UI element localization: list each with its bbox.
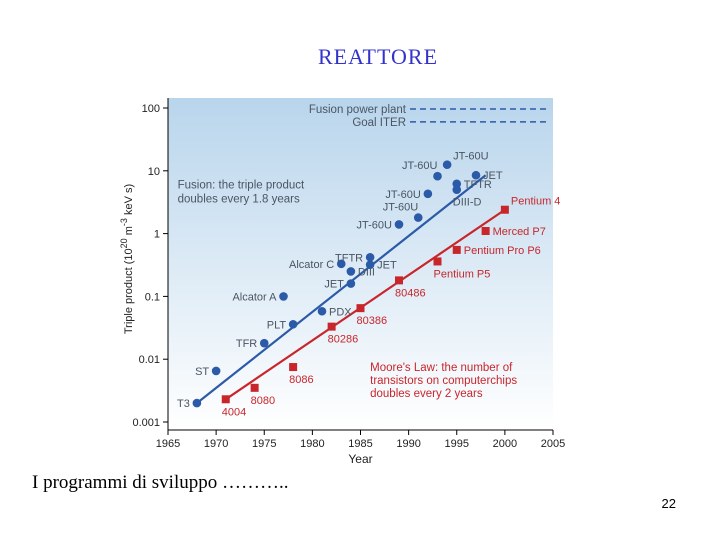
data-point: [413, 213, 423, 222]
point-label: PDX: [329, 306, 352, 318]
annotation-text: doubles every 2 years: [370, 388, 483, 400]
point-label: JT-60U: [453, 151, 489, 163]
annotation-text: Fusion: the triple product: [178, 180, 305, 192]
data-point: [250, 383, 259, 392]
x-tick-label: 1965: [156, 438, 180, 450]
point-label: JT-60U: [385, 189, 421, 201]
point-label: Alcator A: [232, 291, 277, 303]
x-tick-label: 2005: [541, 438, 565, 450]
x-tick-label: 1970: [204, 438, 228, 450]
point-label: JT-60U: [383, 202, 419, 214]
data-point: [317, 306, 327, 316]
data-point: [471, 170, 481, 180]
data-point: [452, 245, 461, 254]
point-label: Merced P7: [493, 226, 546, 238]
slide-title: REATTORE: [317, 44, 439, 69]
data-point: [211, 366, 221, 376]
x-tick-label: 1990: [396, 438, 420, 450]
reference-line-label: Fusion power plant: [309, 104, 407, 116]
point-label: DIII: [358, 266, 375, 278]
data-point: [289, 363, 298, 372]
data-point: [395, 276, 403, 285]
y-tick-label: 0.01: [139, 354, 160, 366]
y-axis-label: Triple product (1020 m-3 keV s): [119, 184, 135, 334]
data-point: [346, 279, 356, 288]
point-label: 80386: [357, 315, 388, 327]
reference-line-label: Goal ITER: [352, 117, 406, 129]
data-point: [259, 338, 269, 348]
point-label: Pentium 4: [511, 196, 561, 208]
data-point: [423, 189, 433, 199]
point-label: ST: [195, 366, 209, 378]
point-label: PLT: [267, 319, 287, 331]
data-point: [452, 185, 462, 195]
data-point: [336, 259, 346, 269]
page-number: 22: [661, 496, 676, 511]
data-point: [365, 252, 375, 262]
point-label: JT-60U: [402, 160, 438, 172]
annotation-text: transistors on computerchips: [370, 375, 517, 387]
point-label: JET: [483, 170, 503, 182]
data-point: [433, 171, 442, 181]
trend-line: [196, 174, 487, 404]
data-point: [346, 267, 356, 276]
data-point: [288, 319, 298, 329]
y-tick-label: 10: [148, 166, 160, 178]
y-tick-label: 0.001: [132, 417, 160, 429]
point-label: TFR: [236, 338, 257, 350]
x-tick-label: 1975: [252, 438, 276, 450]
point-label: Pentium P5: [434, 268, 491, 280]
point-label: Pentium Pro P6: [464, 245, 541, 257]
point-label: JET: [324, 279, 344, 291]
data-point: [394, 220, 404, 229]
x-tick-label: 1985: [348, 438, 372, 450]
point-label: 8086: [289, 374, 313, 386]
data-point: [500, 205, 509, 214]
data-point: [327, 322, 336, 331]
point-label: TFTR: [335, 252, 363, 264]
annotation-text: Moore's Law: the number of: [370, 362, 513, 374]
x-tick-label: 2000: [493, 438, 517, 450]
data-point: [433, 257, 442, 266]
point-label: 4004: [222, 406, 246, 418]
data-point: [221, 395, 230, 404]
data-point: [442, 160, 452, 170]
data-point: [356, 304, 365, 313]
data-point: [192, 398, 202, 408]
data-point: [279, 292, 288, 301]
y-tick-label: 0.1: [145, 291, 160, 303]
caption: I programmi di sviluppo ………..: [32, 472, 289, 493]
trend-line: [225, 208, 506, 401]
point-label: 80286: [328, 334, 359, 346]
data-point: [481, 227, 490, 236]
y-tick-label: 1: [154, 229, 160, 241]
point-label: JT-60U: [357, 219, 393, 231]
annotation-text: doubles every 1.8 years: [178, 194, 300, 206]
x-tick-label: 1995: [445, 438, 469, 450]
point-label: JET: [377, 260, 397, 272]
point-label: Alcator C: [289, 259, 334, 271]
point-label: 80486: [395, 287, 426, 299]
point-label: DIII-D: [453, 197, 482, 209]
data-point: [365, 260, 375, 269]
y-tick-label: 100: [142, 103, 160, 115]
point-label: T3: [177, 398, 190, 410]
x-axis-label: Year: [348, 452, 372, 466]
point-label: 8080: [251, 395, 275, 407]
x-tick-label: 1980: [300, 438, 324, 450]
point-label: TFTR: [464, 179, 492, 191]
